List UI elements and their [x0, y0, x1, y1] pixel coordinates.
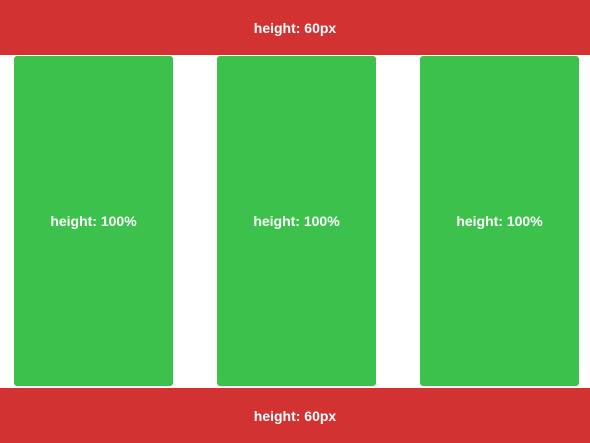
column-2: height: 100%	[217, 56, 376, 386]
header-bar: height: 60px	[0, 0, 590, 55]
column-1: height: 100%	[14, 56, 173, 386]
header-label: height: 60px	[253, 19, 337, 36]
column-3: height: 100%	[420, 56, 579, 386]
footer-bar: height: 60px	[0, 388, 590, 443]
footer-label: height: 60px	[253, 407, 337, 424]
column-1-label: height: 100%	[50, 213, 137, 229]
column-3-label: height: 100%	[456, 213, 543, 229]
column-2-label: height: 100%	[253, 213, 340, 229]
